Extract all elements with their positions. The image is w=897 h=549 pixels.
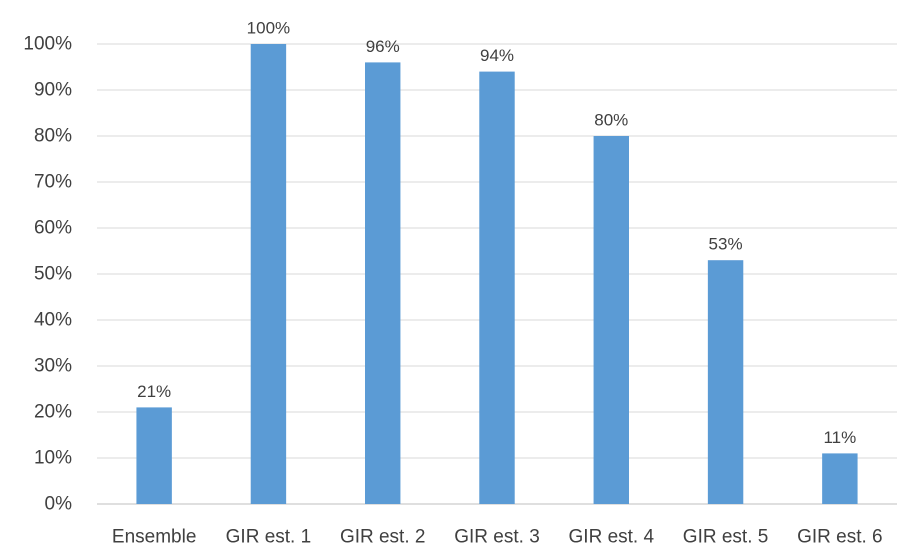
category-label: GIR est. 2 — [340, 527, 426, 548]
y-tick-label: 20% — [34, 402, 72, 423]
bar — [707, 260, 744, 504]
data-label: 96% — [366, 37, 400, 56]
y-tick-label: 50% — [34, 264, 72, 285]
y-tick-label: 90% — [34, 80, 72, 101]
category-label: GIR est. 3 — [454, 527, 540, 548]
category-label: Ensemble — [112, 527, 197, 548]
y-tick-label: 80% — [34, 126, 72, 147]
category-label: GIR est. 1 — [226, 527, 312, 548]
y-tick-label: 10% — [34, 448, 72, 469]
data-label: 21% — [137, 382, 171, 401]
bar — [593, 136, 629, 504]
category-label: GIR est. 5 — [683, 527, 769, 548]
data-label: 11% — [823, 428, 856, 447]
y-tick-label: 70% — [34, 172, 72, 193]
data-label: 94% — [480, 46, 514, 65]
bar — [365, 62, 401, 505]
y-axis-tick-labels: 0% 10% 20% 30% 40% 50% 60% 70% 80% 90% 100% — [23, 34, 72, 515]
x-axis-category-labels: Ensemble GIR est. 1 GIR est. 2 GIR est. 3 GI… — [112, 527, 883, 548]
y-tick-label: 100% — [23, 34, 72, 55]
bar — [136, 407, 172, 504]
data-label: 100% — [247, 19, 290, 38]
bar — [822, 453, 858, 504]
category-label: GIR est. 6 — [797, 527, 883, 548]
bar — [250, 44, 287, 504]
data-label: 80% — [594, 111, 628, 130]
bar — [479, 71, 515, 504]
y-tick-label: 30% — [34, 356, 72, 377]
y-tick-label: 40% — [34, 310, 72, 331]
data-labels: 21% 100% 96% 94% 80% 53% 11% — [137, 19, 856, 447]
bars — [136, 44, 858, 505]
y-tick-label: 0% — [45, 494, 73, 515]
y-tick-label: 60% — [34, 218, 72, 239]
category-label: GIR est. 4 — [569, 527, 655, 548]
data-label: 53% — [709, 235, 743, 254]
